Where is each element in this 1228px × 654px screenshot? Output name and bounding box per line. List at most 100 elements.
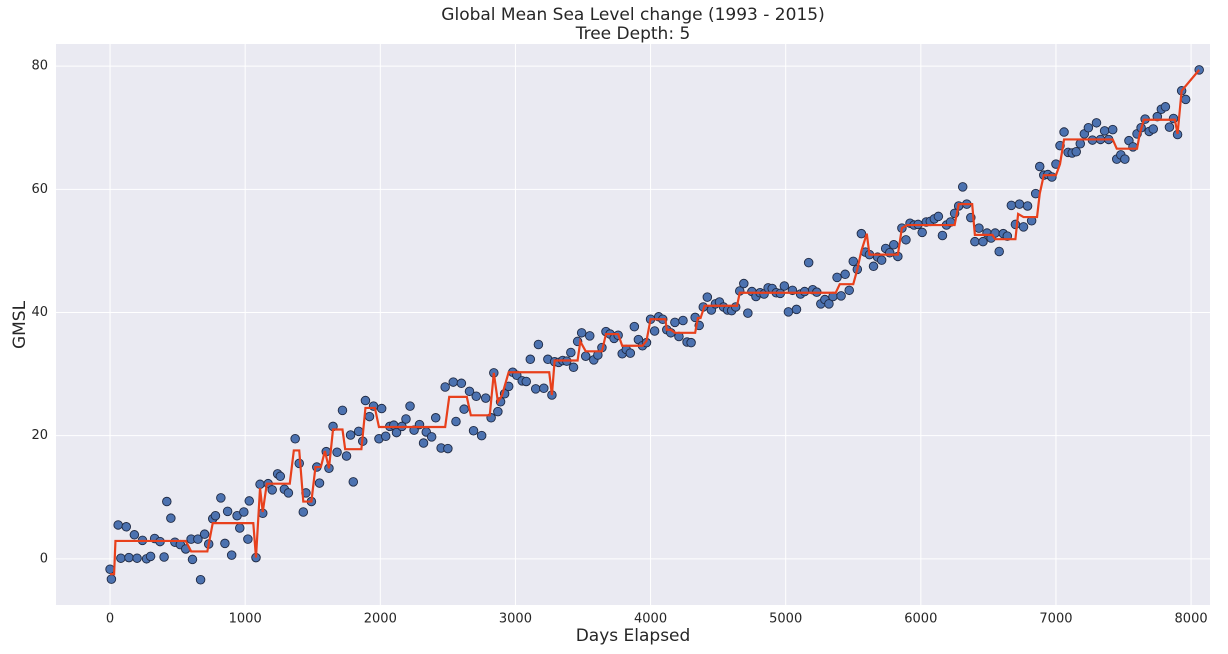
data-point: [132, 553, 142, 563]
data-point: [530, 384, 541, 394]
data-point: [937, 230, 948, 241]
data-point: [566, 347, 576, 358]
data-point: [162, 496, 172, 507]
data-point: [576, 328, 587, 338]
data-point: [471, 391, 482, 401]
data-point: [1075, 139, 1086, 149]
data-point: [994, 246, 1004, 257]
data-point: [341, 451, 352, 461]
y-tick-label: 20: [31, 428, 48, 443]
data-point: [364, 411, 375, 422]
tree-line: [110, 69, 1201, 576]
data-point: [856, 228, 867, 239]
y-tick-label: 40: [31, 305, 48, 320]
data-point: [216, 493, 226, 503]
data-point: [1059, 127, 1069, 137]
data-point: [868, 261, 879, 272]
data-point: [464, 386, 475, 397]
data-point: [121, 522, 132, 532]
data-point: [456, 378, 467, 389]
data-point: [1018, 222, 1029, 232]
data-point: [448, 377, 459, 387]
data-point: [116, 553, 126, 563]
y-axis-label: GMSL: [10, 300, 30, 349]
data-point: [933, 211, 944, 222]
data-point: [368, 401, 379, 411]
data-point: [159, 552, 169, 562]
x-tick-label: 4000: [634, 612, 667, 627]
data-point: [974, 223, 984, 233]
data-point: [430, 413, 441, 423]
data-point: [1168, 113, 1179, 124]
data-point: [226, 550, 237, 560]
data-point: [360, 395, 371, 406]
data-point: [267, 485, 277, 495]
data-point: [401, 414, 411, 424]
data-point: [1034, 161, 1045, 172]
data-point: [1022, 201, 1033, 211]
data-point: [468, 425, 479, 436]
chart-title: Global Mean Sea Level change (1993 - 201…: [441, 5, 824, 25]
data-point: [426, 432, 437, 442]
data-point: [876, 255, 887, 265]
data-point: [480, 393, 491, 403]
data-point: [145, 551, 156, 562]
data-point: [889, 240, 899, 250]
data-point: [353, 426, 364, 437]
data-point: [187, 554, 198, 565]
data-point: [405, 401, 415, 411]
data-point: [1148, 124, 1158, 134]
data-point: [799, 286, 810, 297]
y-tick-label: 80: [31, 59, 48, 74]
data-point: [824, 299, 834, 309]
data-point: [836, 291, 846, 301]
data-point: [459, 404, 469, 414]
data-point: [1180, 94, 1191, 105]
data-point: [539, 383, 549, 393]
data-point: [345, 430, 356, 440]
data-point: [832, 272, 842, 283]
data-point: [686, 337, 696, 348]
chart-subtitle: Tree Depth: 5: [575, 24, 691, 44]
data-point: [244, 496, 254, 506]
data-point: [298, 507, 309, 517]
data-point: [275, 471, 286, 482]
data-point: [580, 351, 591, 361]
x-tick-label: 7000: [1039, 612, 1072, 627]
data-point: [1107, 124, 1118, 135]
data-point: [568, 362, 579, 373]
data-point: [957, 182, 968, 192]
data-point: [840, 269, 850, 280]
data-point: [1164, 122, 1175, 132]
data-point: [222, 506, 233, 517]
data-point: [1091, 118, 1102, 128]
data-point: [649, 326, 660, 336]
x-tick-label: 8000: [1175, 612, 1208, 627]
data-point: [195, 575, 206, 585]
data-point: [1047, 172, 1057, 182]
x-axis-label: Days Elapsed: [576, 626, 691, 646]
data-point: [670, 317, 680, 328]
x-tick-label: 1000: [229, 612, 262, 627]
data-point: [625, 348, 636, 358]
data-point: [521, 376, 531, 387]
data-point: [803, 257, 814, 268]
data-point: [210, 510, 221, 521]
data-point: [129, 530, 140, 540]
data-point: [243, 534, 253, 544]
data-point: [525, 354, 536, 365]
data-point: [783, 307, 794, 317]
data-point: [678, 315, 688, 326]
y-tick-label: 60: [31, 182, 48, 197]
data-point: [848, 256, 859, 267]
data-point: [533, 339, 544, 350]
data-point: [1120, 154, 1130, 164]
data-point: [884, 248, 895, 258]
data-point: [739, 278, 749, 289]
data-point: [1014, 199, 1025, 209]
data-point: [791, 304, 802, 315]
data-point: [105, 564, 115, 575]
data-point: [290, 433, 300, 444]
data-point: [124, 552, 134, 563]
